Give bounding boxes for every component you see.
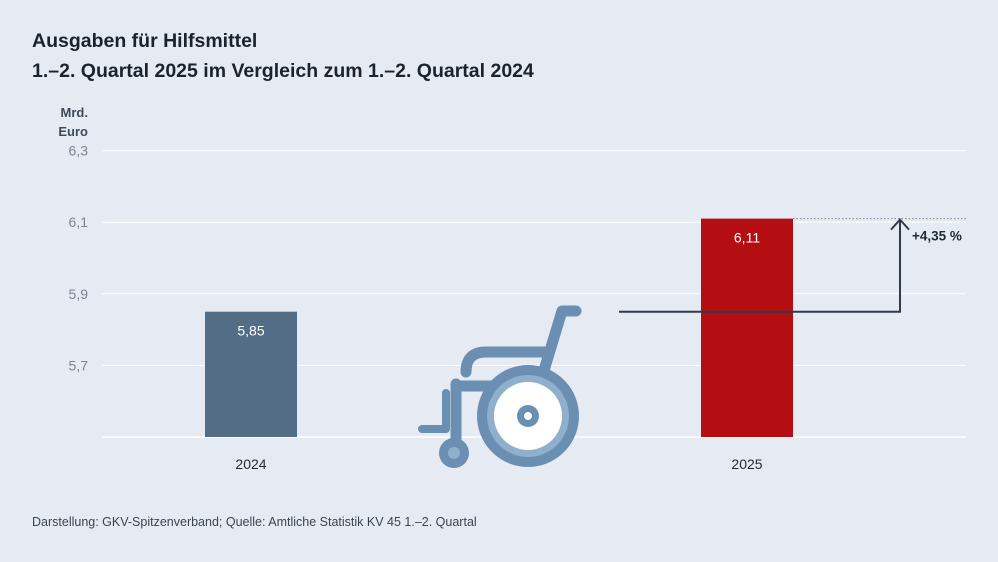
chart-title: Ausgaben für Hilfsmittel 1.–2. Quartal 2… — [32, 26, 534, 86]
bar-value-label: 6,11 — [734, 230, 760, 246]
y-axis-unit: Mrd. Euro — [40, 103, 88, 141]
y-tick-label: 5,7 — [69, 357, 89, 373]
x-tick-label: 2024 — [235, 456, 266, 472]
x-tick-label: 2025 — [731, 456, 762, 472]
annotation-layer: +4,35 % — [619, 218, 966, 313]
wheelchair-icon — [418, 305, 582, 468]
source-note: Darstellung: GKV-Spitzenverband; Quelle:… — [32, 515, 477, 529]
y-axis-unit-line-1: Mrd. — [60, 105, 88, 120]
y-tick-label: 6,3 — [69, 143, 89, 159]
title-line-2: 1.–2. Quartal 2025 im Vergleich zum 1.–2… — [32, 60, 534, 82]
bar-2024 — [205, 311, 297, 437]
y-tick-label: 6,1 — [69, 214, 89, 230]
change-percent-label: +4,35 % — [912, 229, 962, 244]
change-arrow-head — [890, 218, 910, 231]
bar-value-label: 5,85 — [237, 323, 264, 339]
bar-2025 — [701, 218, 793, 437]
bars-layer: 5,85 2024 6,11 2025 — [205, 218, 793, 472]
y-axis-unit-line-2: Euro — [58, 124, 88, 139]
y-tick-label: 5,9 — [69, 286, 89, 302]
change-arrow-line — [619, 220, 901, 313]
title-line-1: Ausgaben für Hilfsmittel — [32, 30, 258, 52]
